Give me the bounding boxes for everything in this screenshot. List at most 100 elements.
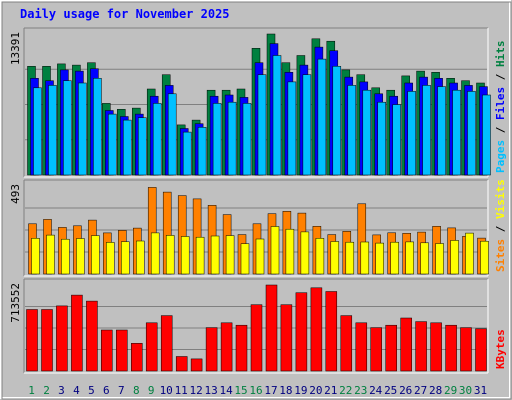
bar-kbytes-day-10 [160,315,173,372]
day-label-4: 4 [73,384,80,397]
bar-kbytes-day-31 [475,328,487,372]
bar-kbytes-day-27 [415,321,427,372]
bar-kbytes-day-22 [340,315,353,372]
bar-pages-day-4 [78,82,87,176]
bar-sites-day-12 [195,236,205,275]
day-label-5: 5 [88,384,95,397]
day-label-29: 29 [444,384,457,397]
bar-kbytes-day-24 [370,327,382,372]
bar-sites-day-16 [255,238,265,275]
bar-sites-day-11 [180,236,190,275]
bar-pages-day-14 [227,101,237,176]
bar-pages-day-31 [482,94,491,176]
bar-sites-day-31 [480,240,489,275]
legend-separator: / [494,67,507,87]
bar-pages-day-27 [422,85,431,176]
bar-pages-day-26 [407,91,416,176]
legend-item-files: Files [494,87,507,120]
day-label-20: 20 [309,384,322,397]
bar-kbytes-day-13 [205,327,218,372]
day-label-1: 1 [28,384,35,397]
bar-pages-day-18 [287,81,297,176]
bar-kbytes-day-21 [325,291,338,372]
day-label-24: 24 [369,384,383,397]
bar-pages-day-16 [257,74,267,176]
panel-visits-sites: 493 Sites / Visits [9,179,507,277]
bar-sites-day-3 [61,238,70,275]
bar-sites-day-13 [210,235,220,275]
chart-title: Daily usage for November 2025 [20,7,230,21]
day-label-6: 6 [103,384,110,397]
legend-text: Pages / Files / Hits [494,41,507,174]
day-label-7: 7 [118,384,125,397]
bar-kbytes-day-4 [71,294,83,372]
bar-pages-day-24 [377,101,386,176]
bar-pages-day-17 [272,55,282,176]
day-label-10: 10 [160,384,173,397]
day-label-31: 31 [474,384,487,397]
day-label-30: 30 [459,384,472,397]
day-label-26: 26 [399,384,412,397]
bar-sites-day-24 [375,242,384,275]
scale-label: 493 [9,184,22,204]
bar-kbytes-day-28 [430,322,442,372]
bar-sites-day-23 [360,241,370,275]
legend-text: Sites / Visits [494,179,507,272]
bar-sites-day-14 [225,235,235,275]
bar-sites-day-17 [270,226,280,275]
day-label-18: 18 [279,384,292,397]
bar-kbytes-day-15 [235,324,248,372]
panel-kbytes: 713552 KBytes [9,278,507,374]
bar-pages-day-21 [332,66,342,176]
bar-pages-day-28 [437,86,446,176]
bar-pages-day-1 [33,87,42,176]
bar-kbytes-day-23 [355,322,368,372]
day-label-15: 15 [234,384,247,397]
bar-pages-day-19 [302,74,312,176]
bar-pages-day-8 [138,117,147,176]
bar-pages-day-3 [63,80,72,176]
day-label-28: 28 [429,384,442,397]
legend-item-pages: Pages [494,140,507,173]
bar-sites-day-26 [405,241,414,275]
day-label-2: 2 [43,384,50,397]
bar-sites-day-19 [300,231,310,275]
bar-kbytes-day-20 [310,287,323,372]
day-label-14: 14 [219,384,233,397]
bar-sites-day-5 [91,235,100,275]
bar-pages-day-25 [392,104,401,176]
bar-sites-day-9 [150,232,160,275]
bar-pages-day-10 [167,93,177,176]
bar-kbytes-day-9 [145,322,158,372]
bar-kbytes-day-30 [460,327,472,372]
day-label-23: 23 [354,384,367,397]
scale-label: 713552 [9,283,22,323]
bar-sites-day-15 [240,243,250,275]
bar-sites-day-1 [31,238,40,275]
bar-pages-day-6 [108,113,117,176]
bar-pages-day-2 [48,85,57,176]
legend-item-kbytes: KBytes [494,329,507,369]
day-label-13: 13 [204,384,217,397]
bar-pages-day-30 [467,91,476,176]
bar-sites-day-25 [390,241,399,275]
bar-sites-day-29 [450,240,459,275]
bar-sites-day-21 [330,241,340,275]
bar-sites-day-10 [165,235,175,275]
day-label-19: 19 [294,384,307,397]
bar-sites-day-28 [435,243,444,275]
bar-kbytes-day-14 [220,322,233,372]
legend-separator: / [494,120,507,140]
day-label-22: 22 [339,384,352,397]
bar-kbytes-day-8 [131,343,143,372]
day-label-12: 12 [189,384,202,397]
bar-kbytes-day-11 [175,356,188,372]
bar-pages-day-12 [197,127,207,176]
bar-sites-day-27 [420,242,429,275]
legend-item-sites: Sites [494,239,507,272]
bar-kbytes-day-12 [190,358,203,372]
day-label-8: 8 [133,384,140,397]
bar-sites-day-20 [315,238,325,275]
day-label-11: 11 [175,384,188,397]
